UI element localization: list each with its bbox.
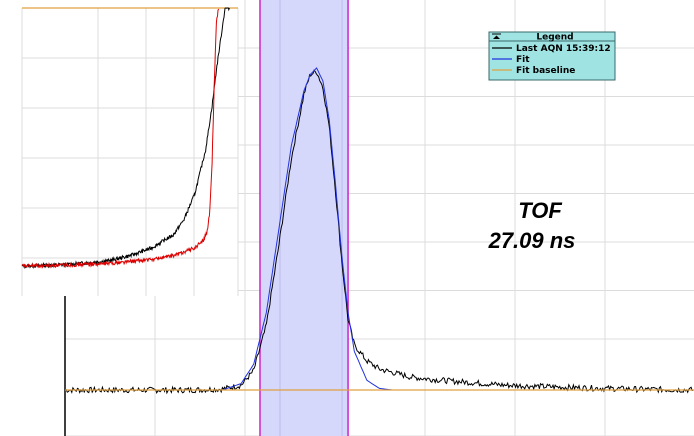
inset-grid <box>21 8 239 296</box>
legend-label-fit: Fit <box>516 55 530 65</box>
legend-label-last-aqn: Last AQN 15:39:12 <box>516 44 611 54</box>
shaded-window <box>259 0 349 436</box>
legend-entry-fit-baseline: Fit baseline <box>492 66 575 76</box>
legend: Legend Last AQN 15:39:12 Fit Fit baselin… <box>488 31 616 81</box>
inset-plot <box>0 0 239 296</box>
main-series-fit <box>222 67 393 391</box>
legend-entry-last-aqn: Last AQN 15:39:12 <box>492 44 611 54</box>
legend-label-fit-baseline: Fit baseline <box>516 66 575 76</box>
tof-annotation: TOF 27.09 ns <box>488 198 576 253</box>
inset-series-red-trace <box>21 8 220 270</box>
legend-entry-fit: Fit <box>492 55 530 65</box>
inset-series-group <box>21 7 230 270</box>
legend-box <box>488 31 616 81</box>
tof-title: TOF <box>518 198 562 223</box>
legend-entries: Last AQN 15:39:12 Fit Fit baseline <box>492 44 611 76</box>
legend-collapse-icon[interactable] <box>492 33 501 39</box>
inset-background <box>0 0 238 296</box>
tof-value: 27.09 ns <box>488 228 576 253</box>
main-series-group <box>64 67 694 395</box>
legend-title: Legend <box>536 33 573 43</box>
